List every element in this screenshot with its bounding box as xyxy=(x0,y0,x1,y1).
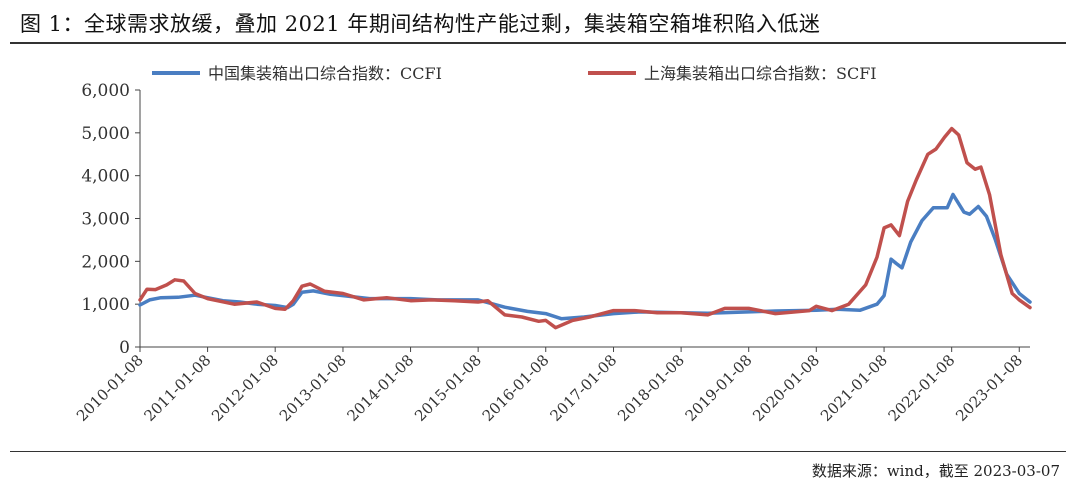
bottom-rule xyxy=(10,451,1066,452)
x-tick-label: 2015-01-08 xyxy=(411,351,485,425)
x-tick-label: 2019-01-08 xyxy=(682,351,756,425)
chart-title: 图 1：全球需求放缓，叠加 2021 年期间结构性产能过剩，集装箱空箱堆积陷入低… xyxy=(20,12,821,36)
y-tick-label: 6,000 xyxy=(81,81,130,101)
x-tick-label: 2023-01-08 xyxy=(952,351,1026,425)
legend-label-ccfi: 中国集装箱出口综合指数：CCFI xyxy=(208,64,442,83)
chart-series xyxy=(138,126,1032,330)
legend: 中国集装箱出口综合指数：CCFI 上海集装箱出口综合指数：SCFI xyxy=(152,64,877,83)
top-rule xyxy=(10,42,1066,44)
x-tick-label: 2013-01-08 xyxy=(276,351,350,425)
x-tick-label: 2017-01-08 xyxy=(546,351,620,425)
x-tick-label: 2018-01-08 xyxy=(614,351,688,425)
source-note: 数据来源：wind，截至 2023-03-07 xyxy=(811,462,1060,480)
x-tick-label: 2016-01-08 xyxy=(479,351,553,425)
x-tick-label: 2011-01-08 xyxy=(141,351,215,425)
x-tick-label: 2021-01-08 xyxy=(817,351,891,425)
chart-axes: 0 1,000 2,000 3,000 4,000 5,000 6,000 2010-01-0… xyxy=(73,81,1030,425)
x-tick-label: 2012-01-08 xyxy=(208,351,282,425)
y-tick-label: 2,000 xyxy=(81,252,130,272)
x-tick-label: 2020-01-08 xyxy=(749,351,823,425)
x-tick-label: 2010-01-08 xyxy=(73,351,147,425)
series-line-ccfi xyxy=(138,192,1032,321)
y-tick-label: 1,000 xyxy=(81,295,130,315)
y-tick-label: 4,000 xyxy=(81,167,130,187)
legend-label-scfi: 上海集装箱出口综合指数：SCFI xyxy=(644,64,877,83)
y-tick-label: 3,000 xyxy=(81,210,130,230)
x-tick-label: 2014-01-08 xyxy=(344,351,418,425)
y-tick-label: 5,000 xyxy=(81,124,130,144)
y-tick-label: 0 xyxy=(119,338,130,358)
x-tick-label: 2022-01-08 xyxy=(885,351,959,425)
series-line-scfi xyxy=(138,126,1032,330)
